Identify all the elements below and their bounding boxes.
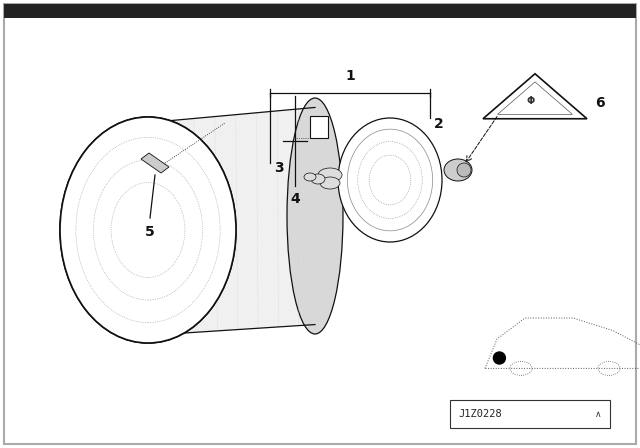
Ellipse shape bbox=[311, 174, 325, 184]
Text: 3: 3 bbox=[274, 161, 284, 175]
Text: ∧: ∧ bbox=[595, 409, 602, 418]
Ellipse shape bbox=[320, 177, 340, 189]
Text: 1: 1 bbox=[345, 69, 355, 83]
Polygon shape bbox=[148, 108, 315, 335]
Ellipse shape bbox=[318, 168, 342, 182]
Ellipse shape bbox=[457, 163, 471, 177]
FancyBboxPatch shape bbox=[310, 116, 328, 138]
FancyBboxPatch shape bbox=[450, 400, 610, 428]
Ellipse shape bbox=[60, 117, 236, 343]
Polygon shape bbox=[483, 74, 587, 119]
Ellipse shape bbox=[304, 173, 316, 181]
Ellipse shape bbox=[338, 118, 442, 242]
Text: 2: 2 bbox=[434, 117, 444, 131]
Text: 4: 4 bbox=[290, 192, 300, 206]
Circle shape bbox=[493, 352, 506, 364]
Text: 6: 6 bbox=[595, 96, 605, 110]
Ellipse shape bbox=[287, 98, 343, 334]
Text: 5: 5 bbox=[145, 225, 155, 239]
Ellipse shape bbox=[60, 117, 236, 343]
FancyBboxPatch shape bbox=[4, 4, 636, 18]
Ellipse shape bbox=[444, 159, 472, 181]
Text: J1Z0228: J1Z0228 bbox=[458, 409, 502, 419]
Polygon shape bbox=[141, 153, 169, 173]
Text: Φ: Φ bbox=[527, 96, 535, 106]
